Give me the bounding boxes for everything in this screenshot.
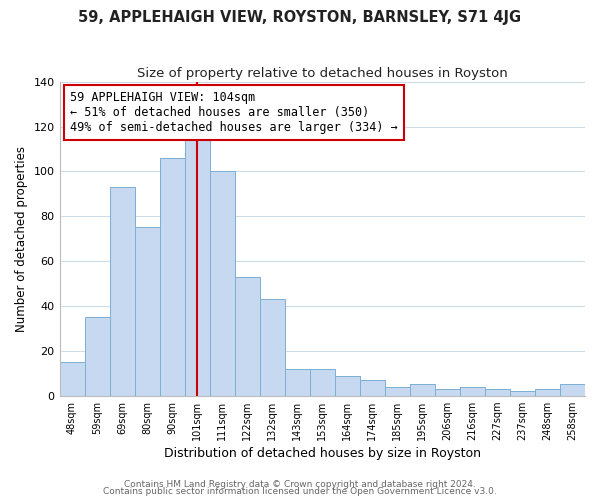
Bar bbox=[110, 187, 134, 396]
Bar bbox=[410, 384, 435, 396]
Text: 59, APPLEHAIGH VIEW, ROYSTON, BARNSLEY, S71 4JG: 59, APPLEHAIGH VIEW, ROYSTON, BARNSLEY, … bbox=[79, 10, 521, 25]
X-axis label: Distribution of detached houses by size in Royston: Distribution of detached houses by size … bbox=[164, 447, 481, 460]
Title: Size of property relative to detached houses in Royston: Size of property relative to detached ho… bbox=[137, 68, 508, 80]
Text: Contains public sector information licensed under the Open Government Licence v3: Contains public sector information licen… bbox=[103, 487, 497, 496]
Bar bbox=[235, 277, 260, 396]
Bar bbox=[535, 389, 560, 396]
Bar bbox=[360, 380, 385, 396]
Bar bbox=[435, 389, 460, 396]
Bar bbox=[285, 369, 310, 396]
Y-axis label: Number of detached properties: Number of detached properties bbox=[15, 146, 28, 332]
Bar bbox=[59, 362, 85, 396]
Bar bbox=[160, 158, 185, 396]
Text: Contains HM Land Registry data © Crown copyright and database right 2024.: Contains HM Land Registry data © Crown c… bbox=[124, 480, 476, 489]
Bar bbox=[335, 376, 360, 396]
Bar bbox=[485, 389, 510, 396]
Bar bbox=[385, 386, 410, 396]
Bar bbox=[560, 384, 585, 396]
Bar bbox=[185, 140, 209, 396]
Bar bbox=[460, 386, 485, 396]
Bar bbox=[134, 228, 160, 396]
Bar bbox=[310, 369, 335, 396]
Bar bbox=[260, 299, 285, 396]
Bar bbox=[510, 391, 535, 396]
Bar bbox=[209, 172, 235, 396]
Bar bbox=[85, 317, 110, 396]
Text: 59 APPLEHAIGH VIEW: 104sqm
← 51% of detached houses are smaller (350)
49% of sem: 59 APPLEHAIGH VIEW: 104sqm ← 51% of deta… bbox=[70, 91, 398, 134]
